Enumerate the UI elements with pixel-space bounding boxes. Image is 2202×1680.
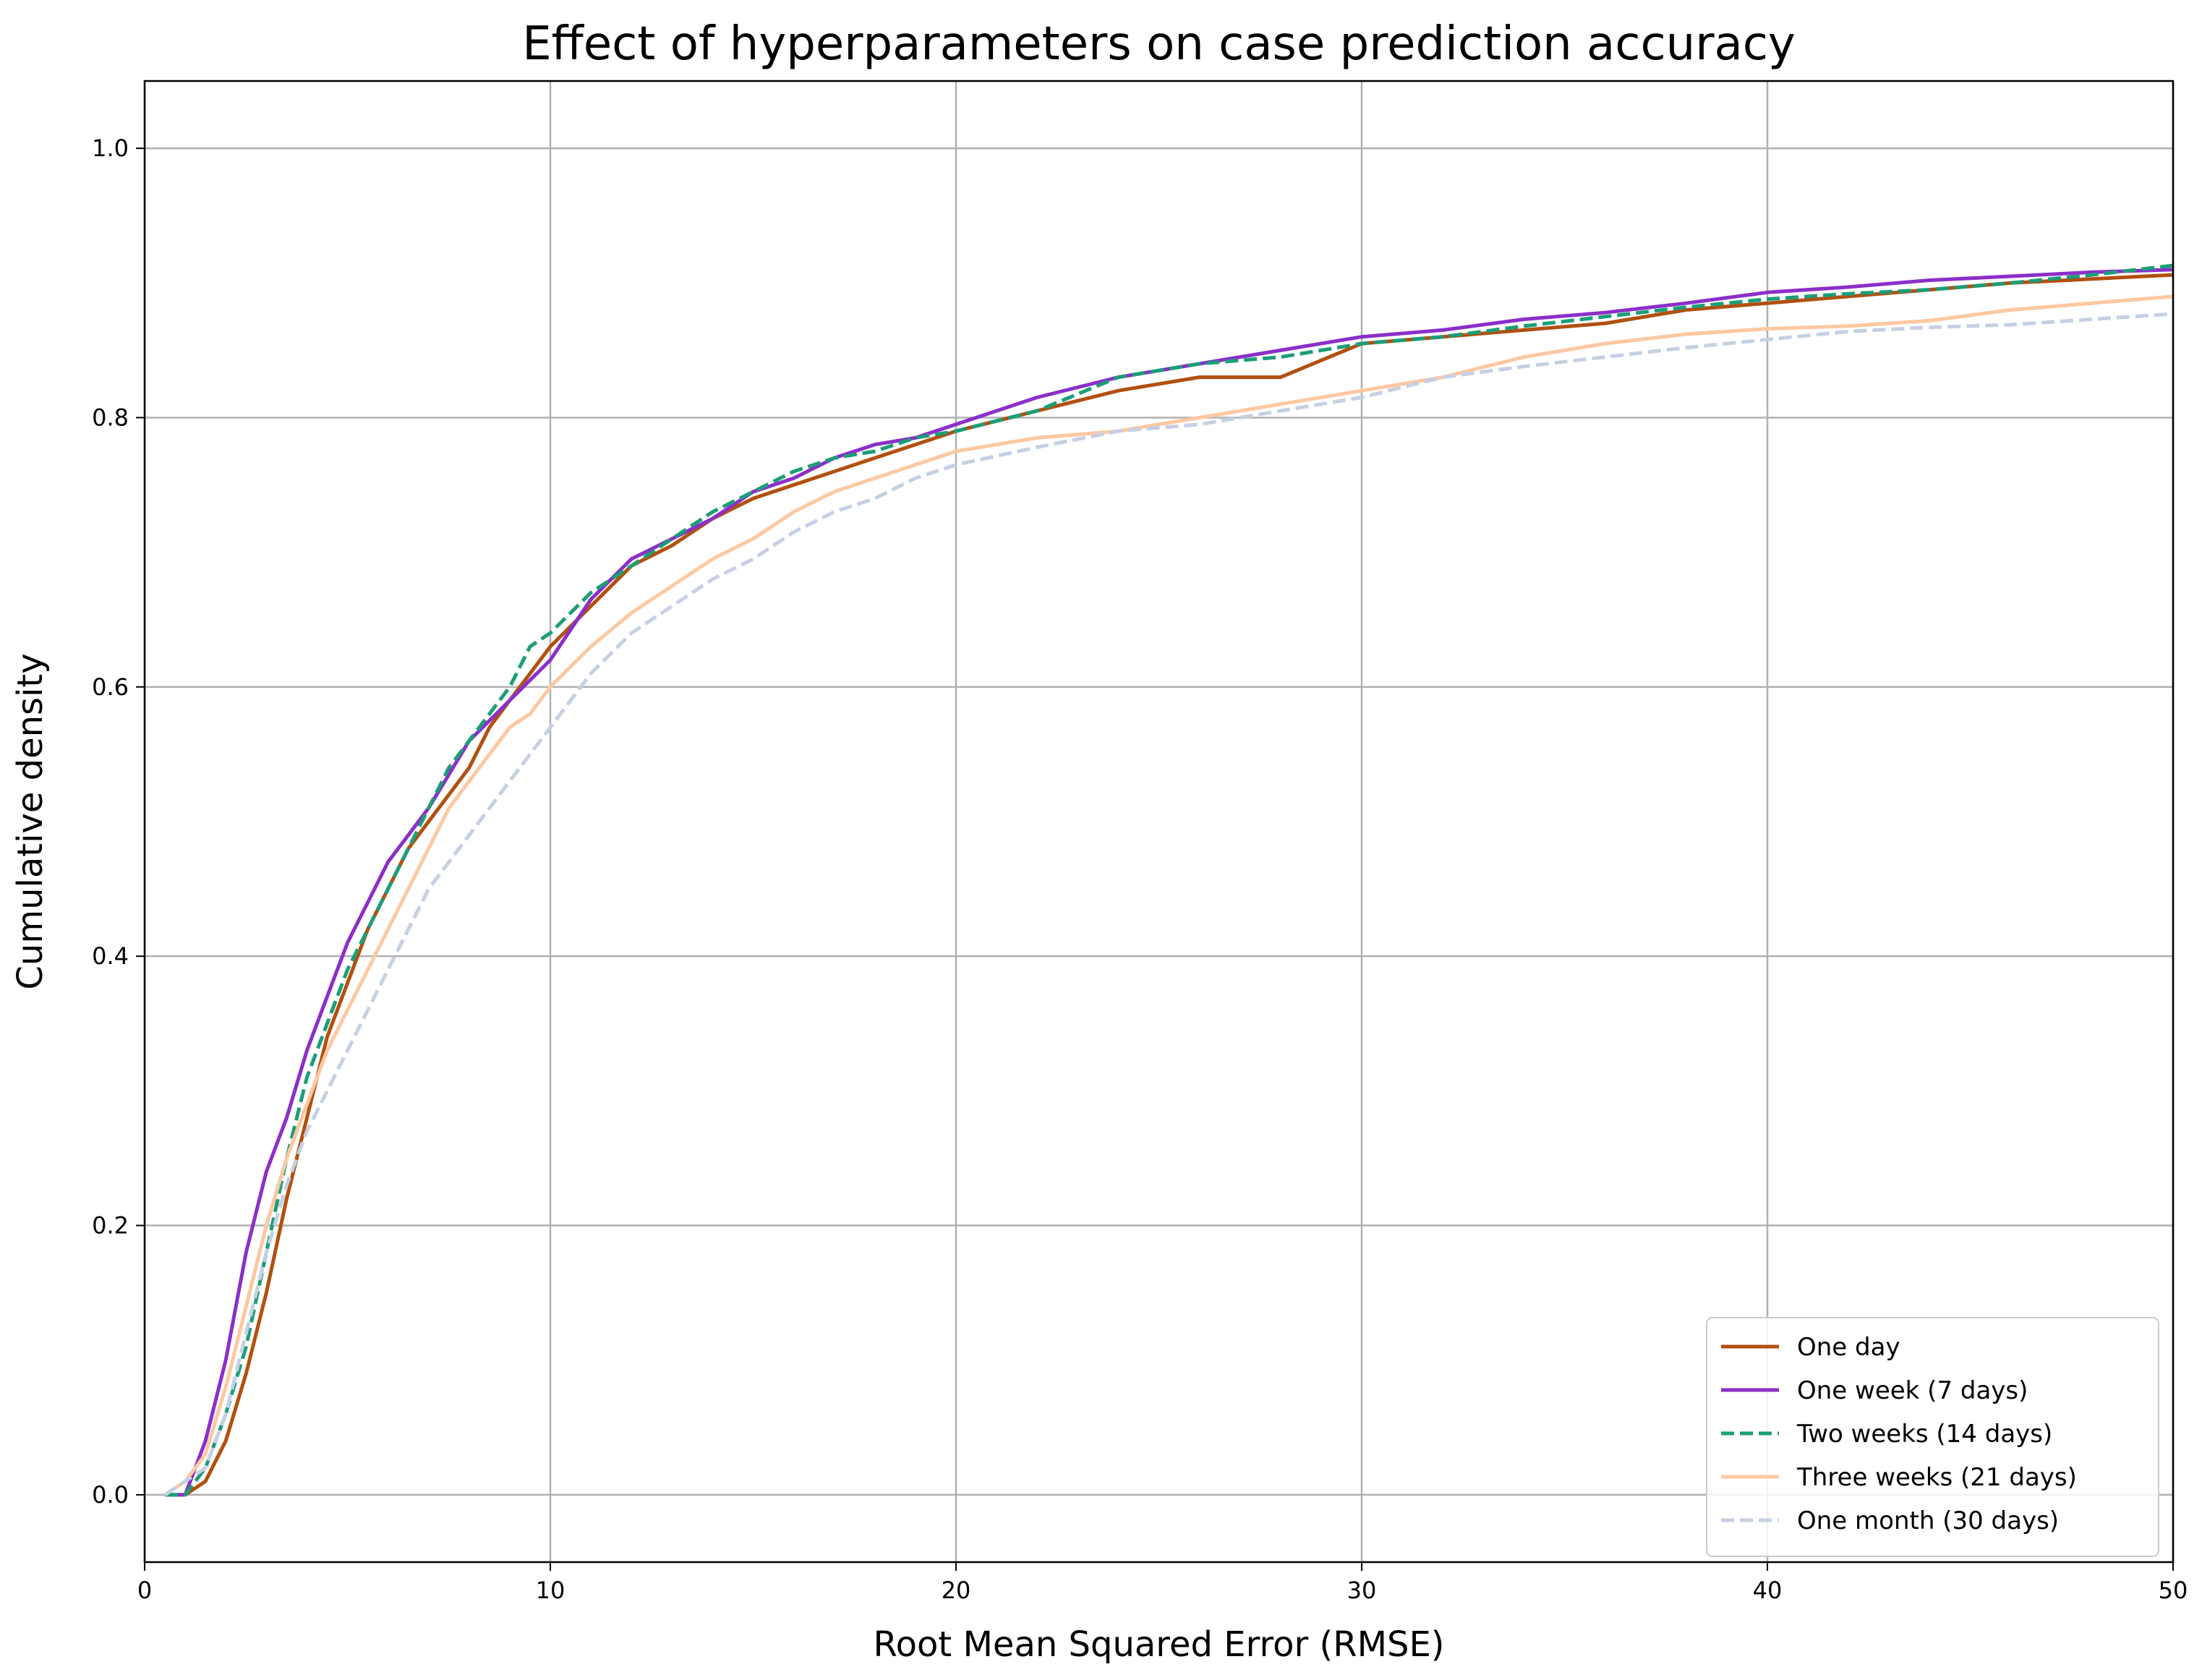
x-tick-label: 50: [2159, 1577, 2188, 1604]
series-lines: [163, 263, 2174, 1497]
legend-label: Two weeks (14 days): [1796, 1420, 2052, 1449]
legend-box: [1706, 1317, 2159, 1557]
legend-label: One day: [1797, 1333, 1900, 1362]
series-line-3: [165, 263, 2174, 1497]
legend-label: Three weeks (21 days): [1796, 1463, 2077, 1492]
plot-frame: [143, 80, 2175, 1564]
y-tick-label: 0.8: [92, 404, 129, 431]
y-tick-label: 0.2: [92, 1212, 129, 1240]
x-axis-ticks: 0 10 20 30 40 50: [137, 1562, 2188, 1604]
x-tick-label: 10: [536, 1577, 566, 1604]
legend-label: One month (30 days): [1797, 1506, 2059, 1535]
series-line-4: [163, 294, 2174, 1496]
series-line-5: [163, 312, 2174, 1496]
x-tick-label: 40: [1753, 1577, 1783, 1604]
x-axis-label: Root Mean Squared Error (RMSE): [873, 1624, 1444, 1665]
x-tick-label: 20: [942, 1577, 971, 1604]
x-tick-label: 30: [1347, 1577, 1377, 1604]
y-axis-ticks: 0.0 0.2 0.4 0.6 0.8 1.0: [92, 135, 145, 1509]
y-axis-label: Cumulative density: [10, 653, 51, 989]
x-tick-label: 0: [137, 1577, 152, 1604]
legend: One day One week (7 days) Two weeks (14 da…: [1706, 1317, 2159, 1557]
grid-lines: [143, 81, 2175, 1562]
legend-label: One week (7 days): [1797, 1376, 2028, 1405]
y-tick-label: 0.6: [92, 673, 129, 701]
y-tick-label: 0.4: [92, 942, 129, 970]
y-tick-label: 1.0: [92, 135, 129, 162]
series-line-2: [165, 268, 2174, 1497]
y-tick-label: 0.0: [92, 1481, 129, 1509]
chart-title: Effect of hyperparameters on case predic…: [522, 17, 1796, 71]
